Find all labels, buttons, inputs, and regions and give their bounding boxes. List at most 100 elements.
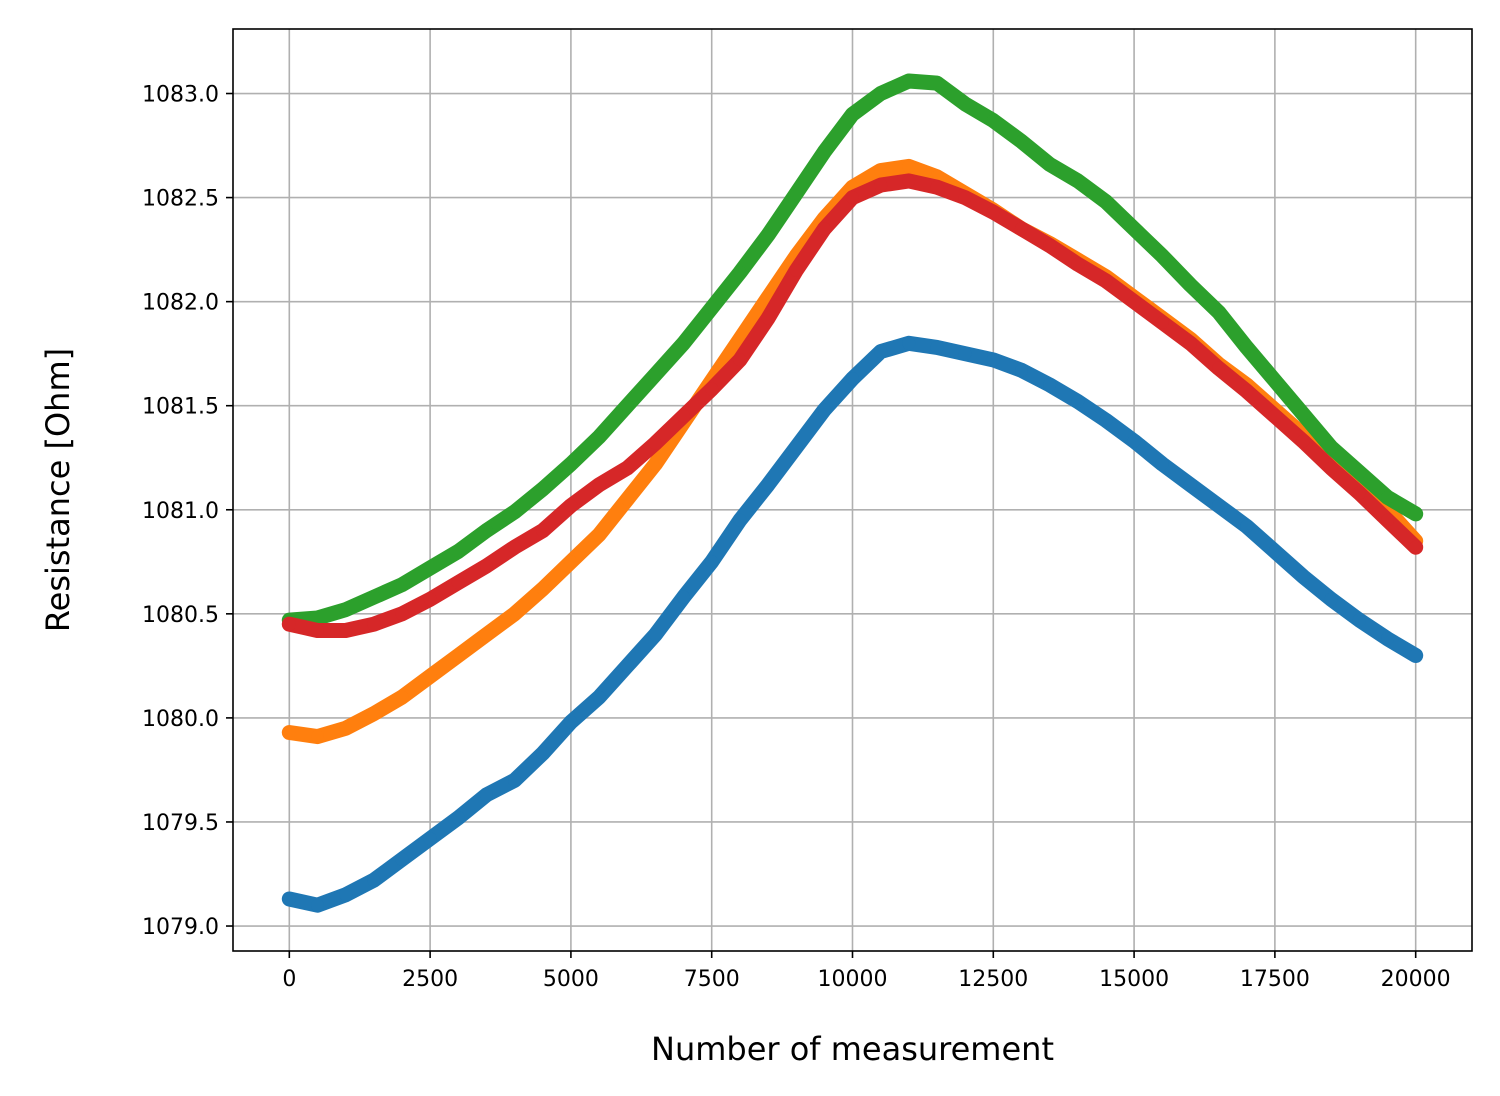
y-tick-label: 1081.5: [142, 395, 219, 420]
series-1-point: [479, 788, 493, 802]
x-tick-label: 17500: [1240, 967, 1310, 992]
series-2-point: [479, 628, 493, 642]
series-1-point: [339, 888, 353, 902]
series-3-point: [1071, 174, 1085, 188]
series-4-point: [451, 576, 465, 590]
series-3-point: [958, 97, 972, 111]
series-1-point: [677, 590, 691, 604]
series-1-point: [620, 659, 634, 673]
series-layer: [281, 73, 1424, 913]
series-1-point: [508, 773, 522, 787]
series-3-point: [592, 430, 606, 444]
series-1-point: [1296, 569, 1310, 583]
series-4-point: [1268, 409, 1282, 423]
series-3-point: [930, 76, 944, 90]
series-4-point: [1071, 257, 1085, 271]
series-3-point: [1268, 374, 1282, 388]
series-1-point: [1409, 648, 1423, 662]
series-1-point: [733, 513, 747, 527]
series-3-point: [1099, 195, 1113, 209]
series-3-point: [1324, 440, 1338, 454]
series-3-point: [1014, 134, 1028, 148]
series-4-point: [648, 436, 662, 450]
series-3-point: [620, 399, 634, 413]
series-2-point: [282, 725, 296, 739]
series-4-point: [508, 540, 522, 554]
y-tick-label: 1082.5: [142, 187, 219, 212]
series-4-point: [874, 178, 888, 192]
series-3-point: [986, 114, 1000, 128]
series-4-point: [902, 174, 916, 188]
y-tick-label: 1079.0: [142, 915, 219, 940]
series-1-point: [1127, 434, 1141, 448]
series-1-point: [705, 555, 719, 569]
series-4-point: [677, 409, 691, 423]
series-4-point: [846, 191, 859, 205]
x-axis-label: Number of measurement: [651, 1030, 1054, 1068]
series-2-point: [423, 669, 437, 683]
series-3-point: [789, 186, 803, 200]
series-1-point: [874, 345, 888, 359]
series-2-point: [339, 721, 353, 735]
x-tick-label: 5000: [543, 967, 599, 992]
series-4-point: [395, 607, 409, 621]
series-4-point: [1240, 384, 1254, 398]
series-1-point: [423, 832, 437, 846]
series-3-point: [339, 603, 353, 617]
x-tick-label: 2500: [402, 967, 458, 992]
series-1-point: [1099, 413, 1113, 427]
series-2-point: [648, 457, 662, 471]
series-2-point: [592, 528, 606, 542]
series-3-point: [846, 107, 859, 121]
series-3-point: [1409, 507, 1423, 521]
series-2-point: [620, 492, 634, 506]
series-1-point: [1014, 363, 1028, 377]
series-3-point: [1381, 490, 1395, 504]
series-4-point: [282, 617, 296, 631]
series-1-point: [451, 811, 465, 825]
series-3-point: [1212, 305, 1226, 319]
series-1-point: [648, 628, 662, 642]
series-4-point: [1127, 295, 1141, 309]
series-1-point: [789, 440, 803, 454]
series-4-point: [733, 353, 747, 367]
series-3-point: [1155, 249, 1169, 263]
y-tick-label: 1080.5: [142, 603, 219, 628]
series-3-point: [817, 145, 831, 159]
series-1-point: [930, 340, 944, 354]
series-4-point: [1296, 434, 1310, 448]
series-1-point: [395, 852, 409, 866]
series-3-point: [1296, 407, 1310, 421]
series-1-point: [592, 690, 606, 704]
series-1-point: [1071, 395, 1085, 409]
y-tick-label: 1082.0: [142, 291, 219, 316]
series-1-point: [564, 715, 578, 729]
x-tick-label: 12500: [958, 967, 1028, 992]
series-3-point: [761, 228, 775, 242]
series-4-point: [1014, 222, 1028, 236]
series-1-point: [1324, 592, 1338, 606]
series-4-point: [1352, 486, 1366, 500]
y-tick-label: 1081.0: [142, 499, 219, 524]
series-3-point: [310, 611, 324, 625]
series-2-point: [508, 607, 522, 621]
series-4-point: [564, 499, 578, 513]
series-3-point: [423, 561, 437, 575]
series-3-point: [1240, 340, 1254, 354]
y-tick-label: 1083.0: [142, 83, 219, 108]
series-4-point: [536, 524, 550, 538]
series-4-point: [1324, 461, 1338, 475]
y-axis-label: Resistance [Ohm]: [39, 348, 77, 632]
series-4-point: [817, 222, 831, 236]
series-1-point: [1240, 519, 1254, 533]
series-1-point: [1381, 632, 1395, 646]
series-3-point: [508, 505, 522, 519]
series-3-point: [536, 482, 550, 496]
series-3-point: [733, 266, 747, 280]
ticks: 0 2500 5000 7500 10000 12500 15000 17500 20000 10…: [142, 83, 1451, 992]
series-4-point: [1155, 315, 1169, 329]
series-1-point: [1155, 457, 1169, 471]
series-4-point: [1043, 238, 1057, 252]
series-1-point: [761, 478, 775, 492]
